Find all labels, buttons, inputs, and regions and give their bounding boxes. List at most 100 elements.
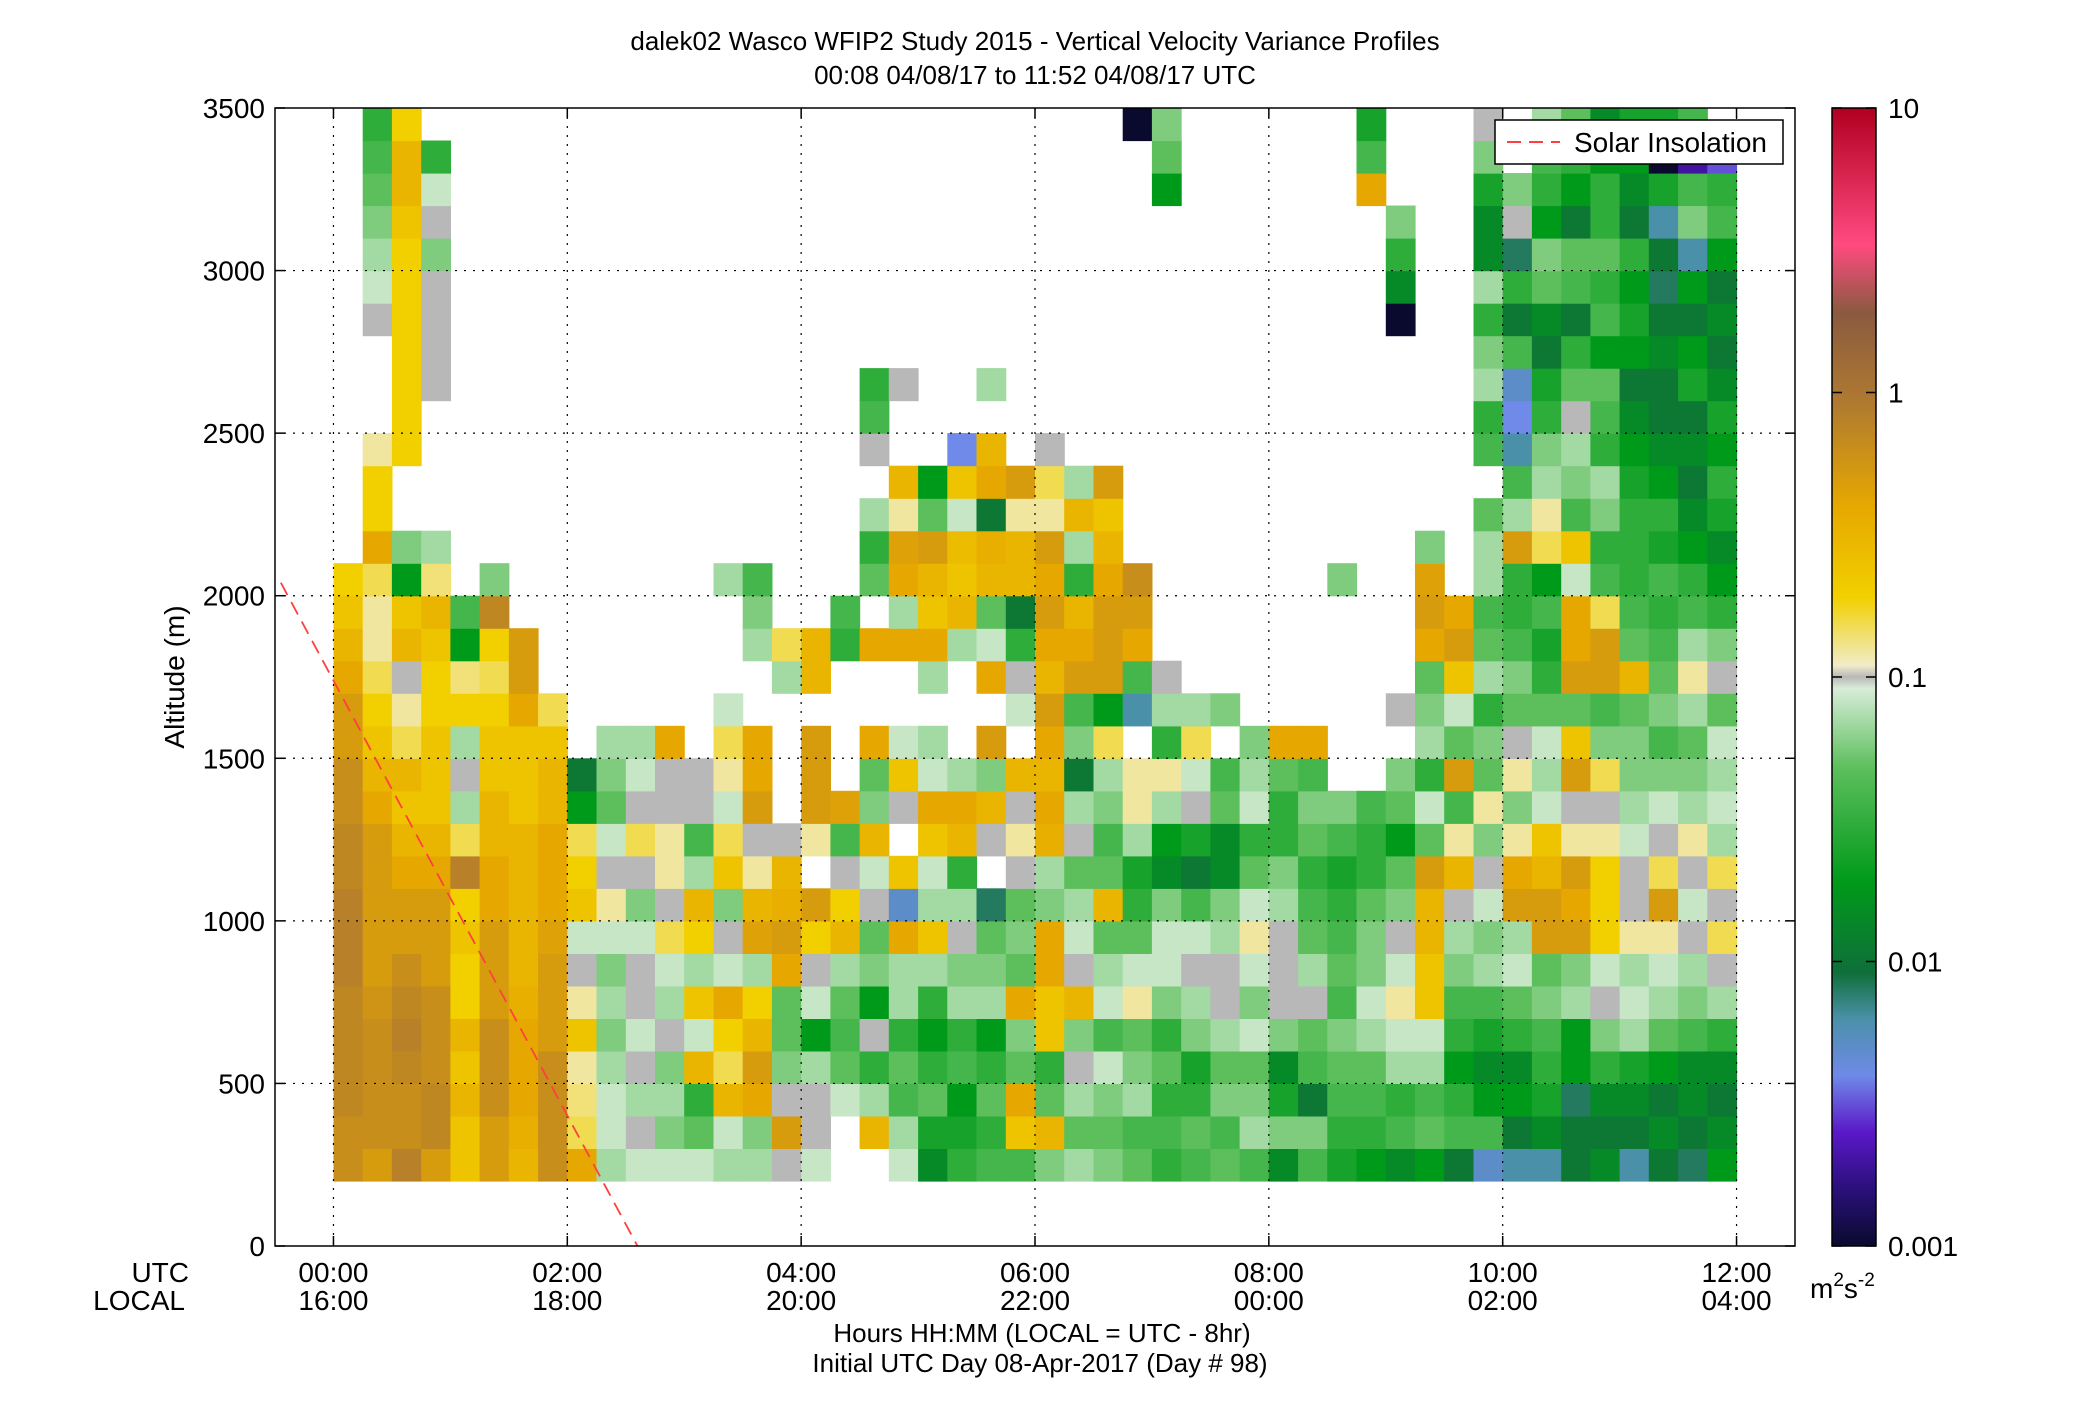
heatmap-cell [1707,498,1738,532]
heatmap-cell [742,1148,773,1182]
heatmap-cell [391,303,422,337]
heatmap-cell [684,1018,714,1052]
heatmap-cell [801,1115,831,1149]
heatmap-cell [333,563,364,597]
heatmap-cell [421,303,451,337]
heatmap-cell [1415,920,1445,954]
heatmap-cell [538,758,568,792]
heatmap-cell [888,368,919,402]
heatmap-cell [567,953,598,987]
heatmap-cell [1590,1018,1621,1052]
heatmap-cell [1005,595,1036,629]
heatmap-cell [421,1050,451,1084]
heatmap-cell [1210,920,1241,954]
heatmap-cell [1502,270,1533,304]
heatmap-cell [1707,335,1738,369]
heatmap-cell [508,855,539,889]
heatmap-cell [1590,368,1621,402]
heatmap-cell [362,660,393,694]
heatmap-cell [1268,823,1299,857]
heatmap-cell [596,855,627,889]
heatmap-cell [1648,855,1679,889]
heatmap-cell [1239,888,1270,922]
heatmap-cell [1590,498,1621,532]
heatmap-cell [538,953,568,987]
heatmap-cell [1707,270,1738,304]
heatmap-cell [1005,823,1036,857]
heatmap-cell [801,1018,831,1052]
heatmap-cell [947,1018,978,1052]
heatmap-cell [1707,660,1738,694]
heatmap-cell [1502,1115,1533,1149]
heatmap-cell [1005,920,1036,954]
heatmap-cell [1298,920,1328,954]
heatmap-cell [947,1148,978,1182]
heatmap-cell [1531,1050,1562,1084]
heatmap-cell [333,1018,364,1052]
heatmap-cell [538,1050,568,1084]
heatmap-cell [1210,888,1241,922]
heatmap-cell [771,1115,802,1149]
heatmap-cell [1035,595,1065,629]
heatmap-cell [888,1018,919,1052]
heatmap-cell [1473,1148,1504,1182]
heatmap-cell [1005,888,1036,922]
heatmap-cell [391,433,422,467]
x-tick-label-utc: 10:00 [1468,1257,1538,1288]
heatmap-cell [1356,823,1387,857]
heatmap-cell [1619,1148,1650,1182]
heatmap-cell [1327,1018,1358,1052]
heatmap-cell [508,1083,539,1117]
heatmap-cell [1531,953,1562,987]
heatmap-cell [1590,823,1621,857]
heatmap-cell [567,1050,598,1084]
heatmap-cell [1415,855,1445,889]
heatmap-cell [888,1083,919,1117]
heatmap-cell [391,953,422,987]
heatmap-cell [333,790,364,824]
heatmap-cell [1415,1018,1445,1052]
heatmap-cell [742,758,773,792]
heatmap-cell [713,953,744,987]
heatmap-cell [1678,238,1708,272]
heatmap-cell [1064,758,1094,792]
heatmap-cell [1035,1050,1065,1084]
heatmap-cell [1502,1083,1533,1117]
heatmap-cell [1561,433,1591,467]
heatmap-cell [1005,1018,1036,1052]
heatmap-cell [976,433,1007,467]
heatmap-cell [1444,725,1474,759]
heatmap-cell [1619,238,1650,272]
heatmap-cell [947,1115,978,1149]
heatmap-cell [713,920,744,954]
heatmap-cell [1122,888,1153,922]
heatmap-cell [1648,953,1679,987]
heatmap-cell [655,920,685,954]
heatmap-cell [1648,563,1679,597]
heatmap-cell [888,1148,919,1182]
heatmap-cell [1415,823,1445,857]
heatmap-cell [333,758,364,792]
heatmap-cell [1502,693,1533,727]
heatmap-cell [1590,238,1621,272]
heatmap-cell [1385,1018,1416,1052]
heatmap-cell [1502,400,1533,434]
heatmap-cell [976,953,1007,987]
heatmap-cell [508,1115,539,1149]
heatmap-cell [1502,725,1533,759]
heatmap-cell [713,855,744,889]
heatmap-cell [567,1115,598,1149]
heatmap-cell [1531,400,1562,434]
heatmap-cell [508,628,539,662]
heatmap-cell [918,953,948,987]
heatmap-cell [1385,1050,1416,1084]
heatmap-cell [391,368,422,402]
heatmap-cell [1385,1115,1416,1149]
heatmap-cell [1268,985,1299,1019]
heatmap-cell [1415,985,1445,1019]
heatmap-cell [1093,1148,1124,1182]
heatmap-cell [1005,758,1036,792]
heatmap-cell [1268,920,1299,954]
heatmap-cell [1239,790,1270,824]
heatmap-cell [362,855,393,889]
